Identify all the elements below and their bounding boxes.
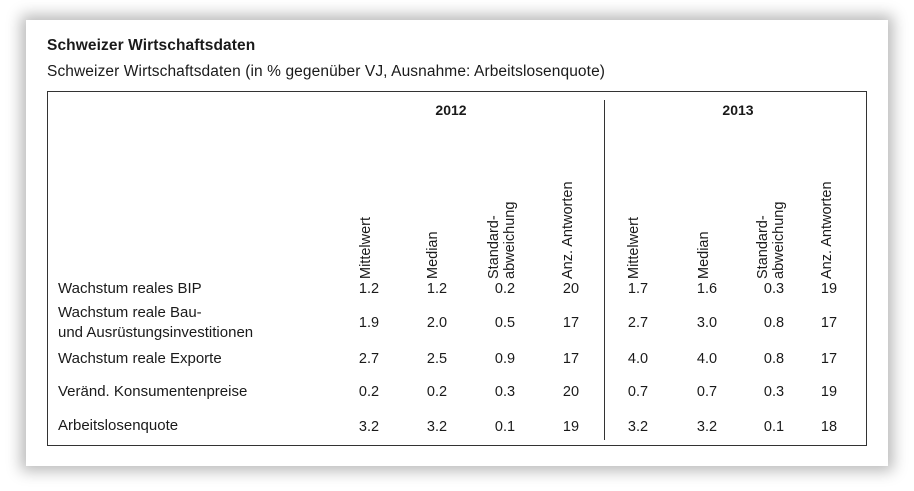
table-cell: 0.9 xyxy=(494,351,516,367)
figure-card xyxy=(26,20,888,466)
table-cell: 19 xyxy=(820,281,838,297)
column-header-antworten-2013: Anz. Antworten xyxy=(819,181,835,279)
table-cell: 3.2 xyxy=(696,419,718,435)
table-cell: 3.2 xyxy=(426,419,448,435)
row-label-bip: Wachstum reales BIP xyxy=(58,280,202,297)
table-cell: 17 xyxy=(562,351,580,367)
table-cell: 1.7 xyxy=(627,281,649,297)
table-cell: 20 xyxy=(562,281,580,297)
year-divider xyxy=(604,100,605,440)
table-cell: 2.0 xyxy=(426,315,448,331)
column-header-antworten-2012: Anz. Antworten xyxy=(560,181,576,279)
column-header-standardabweichung-2012: Standard-abweichung xyxy=(486,79,520,279)
year-header-2012: 2012 xyxy=(435,102,467,118)
column-header-line: abweichung xyxy=(502,201,518,279)
column-header-line: Standard- xyxy=(755,215,771,279)
table-cell: 2.5 xyxy=(426,351,448,367)
table-cell: 4.0 xyxy=(627,351,649,367)
column-header-line: abweichung xyxy=(771,201,787,279)
data-table xyxy=(47,91,867,446)
table-cell: 19 xyxy=(820,384,838,400)
row-label-arbeitslosenquote: Arbeitslosenquote xyxy=(58,417,179,434)
table-cell: 3.2 xyxy=(627,419,649,435)
figure-title: Schweizer Wirtschaftsdaten xyxy=(47,37,256,54)
row-label-line: Wachstum reale Bau- xyxy=(58,304,202,321)
year-header-2013: 2013 xyxy=(722,102,754,118)
table-cell: 0.3 xyxy=(763,384,785,400)
table-cell: 20 xyxy=(562,384,580,400)
row-label-exporte: Wachstum reale Exporte xyxy=(58,350,222,367)
table-cell: 2.7 xyxy=(627,315,649,331)
row-label-investitionen: Wachstum reale Bau-und Ausrüstungsinvest… xyxy=(58,303,253,343)
column-header-line: Standard- xyxy=(486,215,502,279)
table-cell: 0.3 xyxy=(494,384,516,400)
table-cell: 0.7 xyxy=(696,384,718,400)
table-cell: 0.8 xyxy=(763,315,785,331)
table-cell: 0.2 xyxy=(358,384,380,400)
column-header-mittelwert-2013: Mittelwert xyxy=(626,216,642,279)
table-cell: 17 xyxy=(562,315,580,331)
table-cell: 4.0 xyxy=(696,351,718,367)
table-cell: 0.1 xyxy=(763,419,785,435)
table-cell: 0.7 xyxy=(627,384,649,400)
table-cell: 0.1 xyxy=(494,419,516,435)
table-cell: 1.9 xyxy=(358,315,380,331)
table-cell: 0.2 xyxy=(494,281,516,297)
table-cell: 0.5 xyxy=(494,315,516,331)
table-cell: 1.6 xyxy=(696,281,718,297)
row-label-line: und Ausrüstungsinvestitionen xyxy=(58,324,254,341)
table-cell: 2.7 xyxy=(358,351,380,367)
table-cell: 1.2 xyxy=(426,281,448,297)
table-cell: 17 xyxy=(820,351,838,367)
column-header-median-2013: Median xyxy=(696,231,712,279)
table-cell: 3.2 xyxy=(358,419,380,435)
row-label-konsumentenpreise: Veränd. Konsumentenpreise xyxy=(58,383,248,400)
column-header-median-2012: Median xyxy=(425,231,441,279)
figure-subtitle: Schweizer Wirtschaftsdaten (in % gegenüb… xyxy=(47,63,606,80)
table-cell: 17 xyxy=(820,315,838,331)
table-cell: 18 xyxy=(820,419,838,435)
table-cell: 0.8 xyxy=(763,351,785,367)
column-header-mittelwert-2012: Mittelwert xyxy=(358,216,374,279)
column-header-standardabweichung-2013: Standard-abweichung xyxy=(755,79,789,279)
table-cell: 19 xyxy=(562,419,580,435)
table-cell: 3.0 xyxy=(696,315,718,331)
table-cell: 1.2 xyxy=(358,281,380,297)
table-cell: 0.3 xyxy=(763,281,785,297)
table-cell: 0.2 xyxy=(426,384,448,400)
